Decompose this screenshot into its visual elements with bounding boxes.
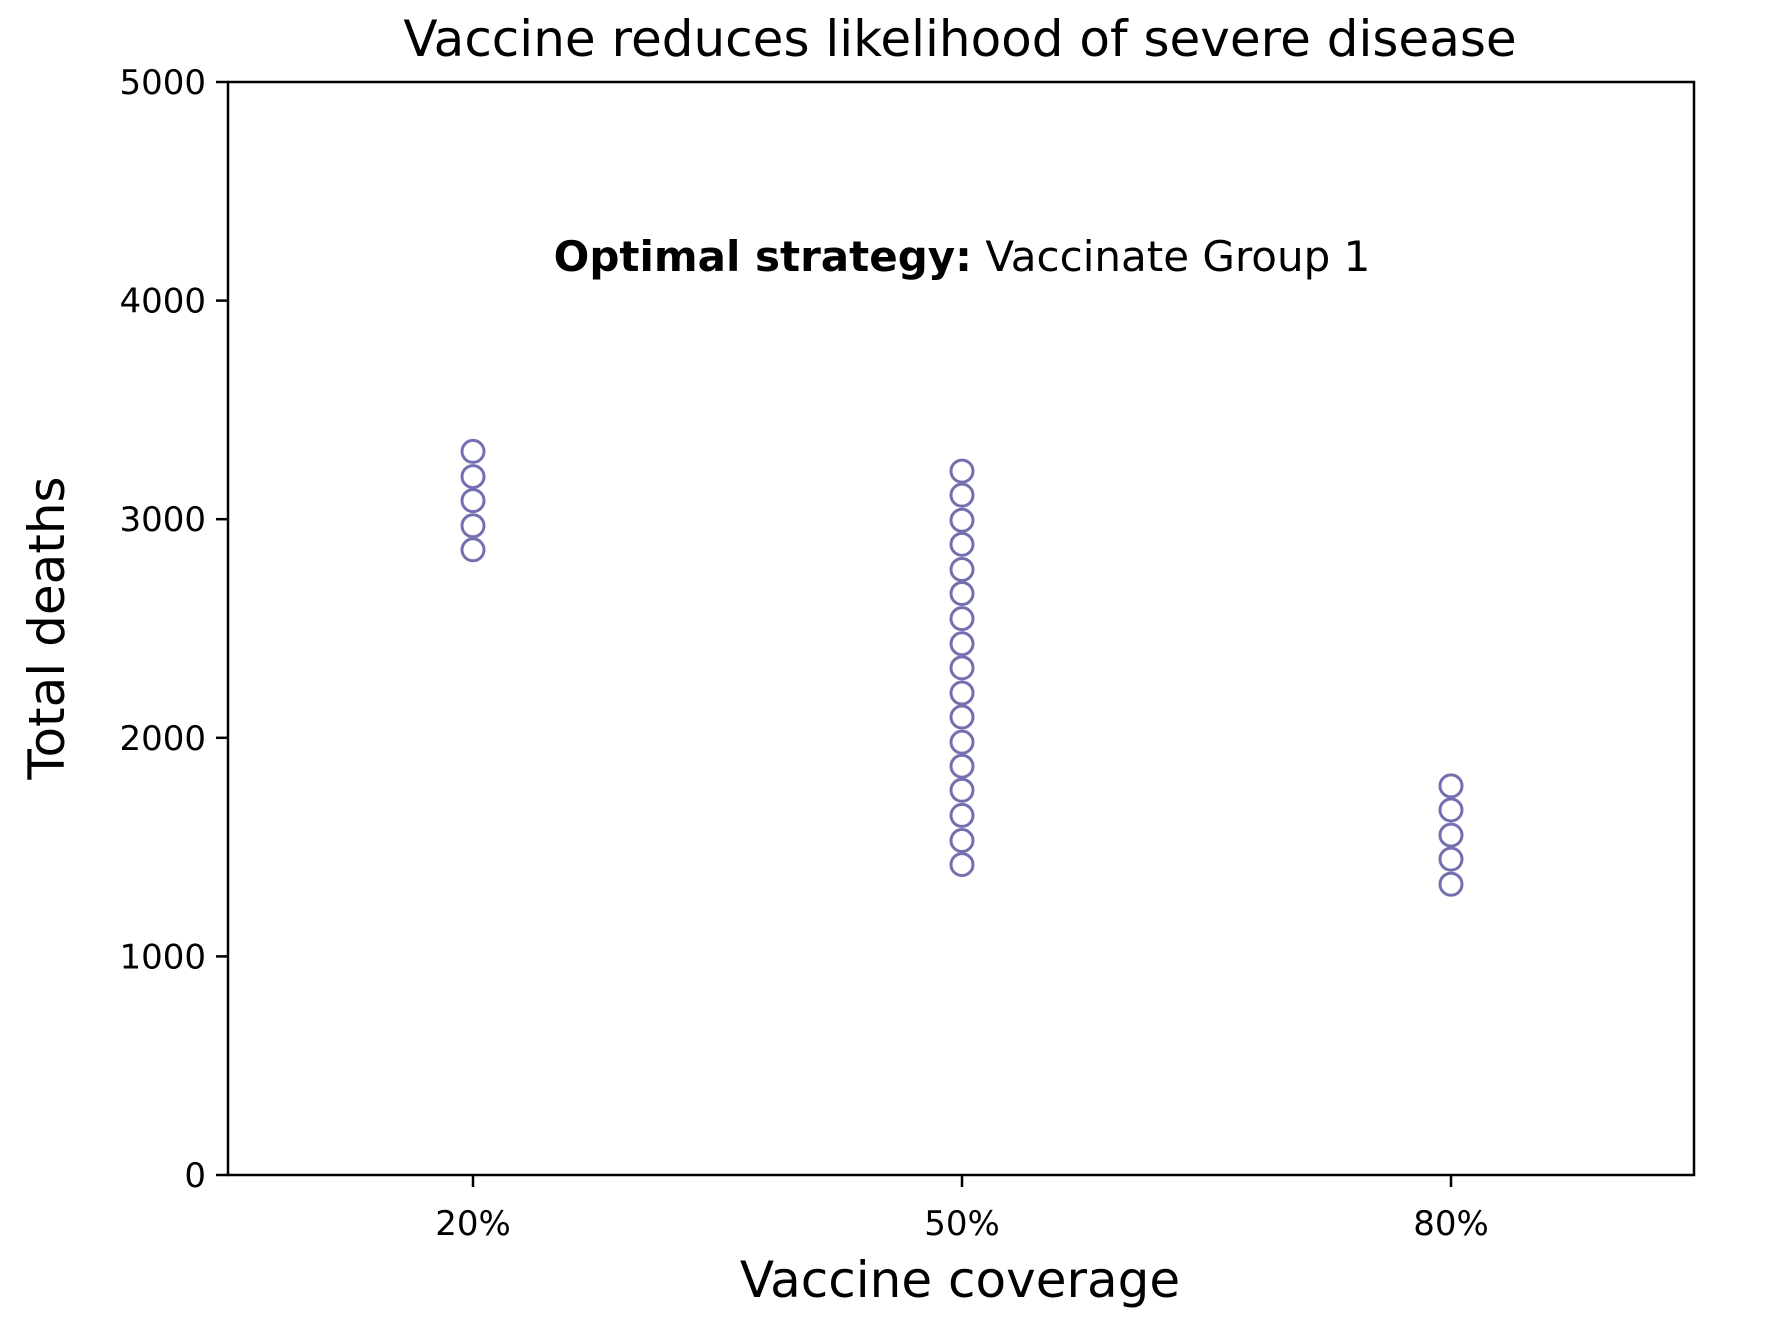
data-point	[949, 704, 975, 730]
y-tick-label: 1000	[119, 937, 206, 977]
y-tick-label: 2000	[119, 719, 206, 759]
annotation-normal-part: Vaccinate Group 1	[972, 232, 1370, 281]
data-point	[1438, 773, 1464, 799]
data-point	[460, 488, 486, 514]
data-point	[949, 631, 975, 657]
annotation-bold-part: Optimal strategy:	[554, 232, 972, 281]
y-tick-label: 0	[184, 1156, 206, 1196]
data-points	[460, 438, 1464, 897]
data-point	[949, 531, 975, 557]
data-point	[949, 852, 975, 878]
y-tick-label: 5000	[119, 63, 206, 103]
data-point	[949, 556, 975, 582]
x-tick-label: 50%	[924, 1204, 1000, 1244]
data-point	[949, 482, 975, 508]
data-point	[949, 606, 975, 632]
y-tick-label: 4000	[119, 282, 206, 322]
y-tick-label: 3000	[119, 500, 206, 540]
data-point	[1438, 822, 1464, 848]
data-point	[1438, 797, 1464, 823]
data-point	[949, 753, 975, 779]
y-axis-label: Total deaths	[18, 476, 76, 780]
data-point	[460, 464, 486, 490]
data-point	[1438, 871, 1464, 897]
data-point	[949, 655, 975, 681]
data-point	[460, 438, 486, 464]
data-point	[949, 729, 975, 755]
data-point	[460, 537, 486, 563]
data-point	[949, 507, 975, 533]
axis-ticks: 0 1000 2000 3000 4000 5000 20% 50% 80%	[119, 63, 1488, 1244]
data-point	[949, 458, 975, 484]
data-point	[1438, 846, 1464, 872]
data-point	[460, 513, 486, 539]
x-tick-label: 80%	[1413, 1204, 1489, 1244]
x-tick-label: 20%	[435, 1204, 511, 1244]
data-point	[949, 581, 975, 607]
x-axis-label: Vaccine coverage	[740, 1251, 1180, 1309]
data-point	[949, 680, 975, 706]
chart-title: Vaccine reduces likelihood of severe dis…	[403, 10, 1516, 68]
data-point	[949, 777, 975, 803]
data-point	[949, 828, 975, 854]
annotation-text: Optimal strategy: Vaccinate Group 1	[554, 232, 1371, 281]
data-point	[949, 802, 975, 828]
plot-frame	[226, 80, 1696, 1177]
